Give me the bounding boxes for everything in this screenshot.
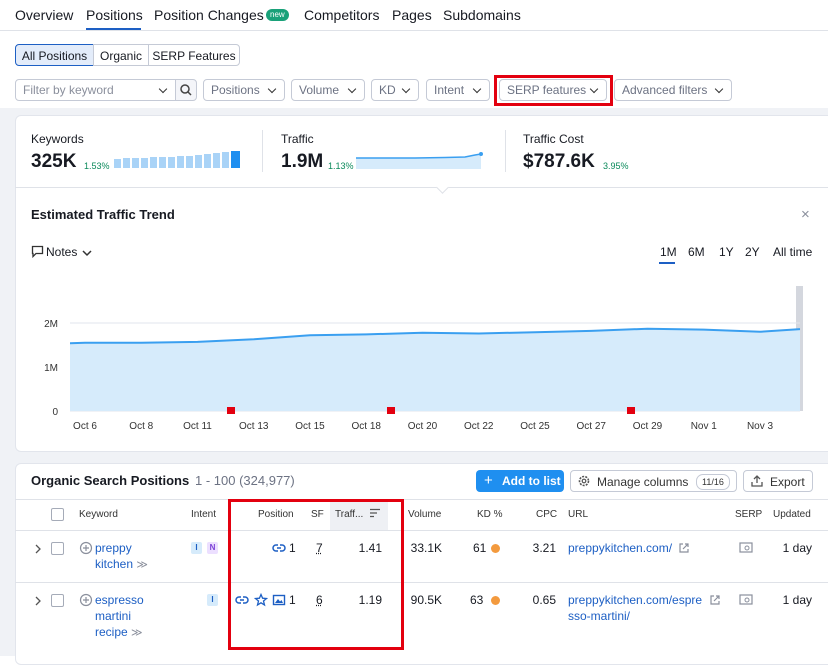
- serp-link-icon: ≫: [131, 627, 143, 639]
- x-tick-label: Oct 15: [295, 421, 325, 432]
- row-border: [15, 582, 828, 583]
- keyword-link[interactable]: espresso martini recipe ≫: [95, 592, 155, 641]
- plus-icon: +: [484, 473, 493, 489]
- serp-link-icon: ≫: [136, 559, 148, 571]
- keyword-link[interactable]: preppy kitchen ≫: [95, 540, 155, 573]
- column-header[interactable]: URL: [568, 507, 588, 523]
- intent-badge: I: [207, 594, 218, 606]
- serp-icon[interactable]: [739, 594, 753, 606]
- x-tick-label: Oct 27: [577, 421, 607, 432]
- url-link[interactable]: preppykitchen.com/espresso-martini/: [568, 592, 708, 624]
- table-title: Organic Search Positions: [31, 473, 189, 489]
- y-tick-label: 0: [52, 407, 58, 418]
- intent-badge: N: [207, 542, 218, 554]
- area-fill: [70, 329, 800, 411]
- column-count: 11/16: [696, 474, 730, 490]
- column-header[interactable]: CPC: [536, 507, 557, 523]
- x-tick-label: Oct 13: [239, 421, 269, 432]
- x-tick-label: Nov 1: [691, 421, 718, 432]
- volume: 90.5K: [400, 592, 442, 608]
- url-link[interactable]: preppykitchen.com/: [568, 540, 672, 556]
- x-tick-label: Oct 22: [464, 421, 494, 432]
- x-tick-label: Oct 29: [633, 421, 663, 432]
- x-tick-label: Oct 11: [183, 421, 212, 432]
- add-keyword-icon[interactable]: [79, 593, 93, 607]
- kd: 61: [473, 540, 486, 556]
- column-header[interactable]: Intent: [191, 507, 216, 523]
- column-header[interactable]: Volume: [408, 507, 441, 523]
- y-tick-label: 2M: [44, 319, 58, 330]
- x-tick-label: Oct 25: [520, 421, 550, 432]
- column-header[interactable]: Keyword: [79, 507, 118, 523]
- column-header[interactable]: SERP: [735, 507, 762, 523]
- expand-icon[interactable]: [33, 543, 43, 555]
- checkbox[interactable]: [51, 508, 64, 521]
- row-border: [15, 530, 828, 531]
- x-tick-label: Oct 8: [129, 421, 153, 432]
- cpc: 0.65: [520, 592, 556, 608]
- kd-dot: [491, 544, 500, 553]
- x-tick-label: Oct 20: [408, 421, 438, 432]
- external-link-icon[interactable]: [678, 542, 690, 554]
- cpc: 3.21: [520, 540, 556, 556]
- volume: 33.1K: [400, 540, 442, 556]
- column-header[interactable]: Updated: [773, 507, 811, 523]
- kd-dot: [491, 596, 500, 605]
- gear-icon: [577, 474, 591, 488]
- column-header[interactable]: KD %: [477, 507, 503, 523]
- expand-icon[interactable]: [33, 595, 43, 607]
- checkbox[interactable]: [51, 542, 64, 555]
- y-tick-label: 1M: [44, 363, 58, 374]
- highlight-box: [228, 499, 404, 650]
- x-tick-label: Nov 3: [747, 421, 774, 432]
- x-tick-label: Oct 18: [352, 421, 382, 432]
- external-link-icon[interactable]: [709, 594, 721, 606]
- export-icon: [750, 474, 764, 488]
- kd: 63: [470, 592, 483, 608]
- serp-icon[interactable]: [739, 542, 753, 554]
- checkbox[interactable]: [51, 594, 64, 607]
- traffic-chart: 0 1M 2M Oct 6 Oct 8 Oct 11 Oct 13 Oct 15 Oct 18 O…: [0, 0, 828, 450]
- updated: 1 day: [760, 592, 812, 608]
- x-tick-label: Oct 6: [73, 421, 97, 432]
- table-count: 1 - 100 (324,977): [195, 473, 295, 489]
- updated: 1 day: [760, 540, 812, 556]
- add-keyword-icon[interactable]: [79, 541, 93, 555]
- intent-badge: I: [191, 542, 202, 554]
- row-border: [15, 499, 828, 500]
- keyword-text: preppy kitchen: [95, 541, 133, 571]
